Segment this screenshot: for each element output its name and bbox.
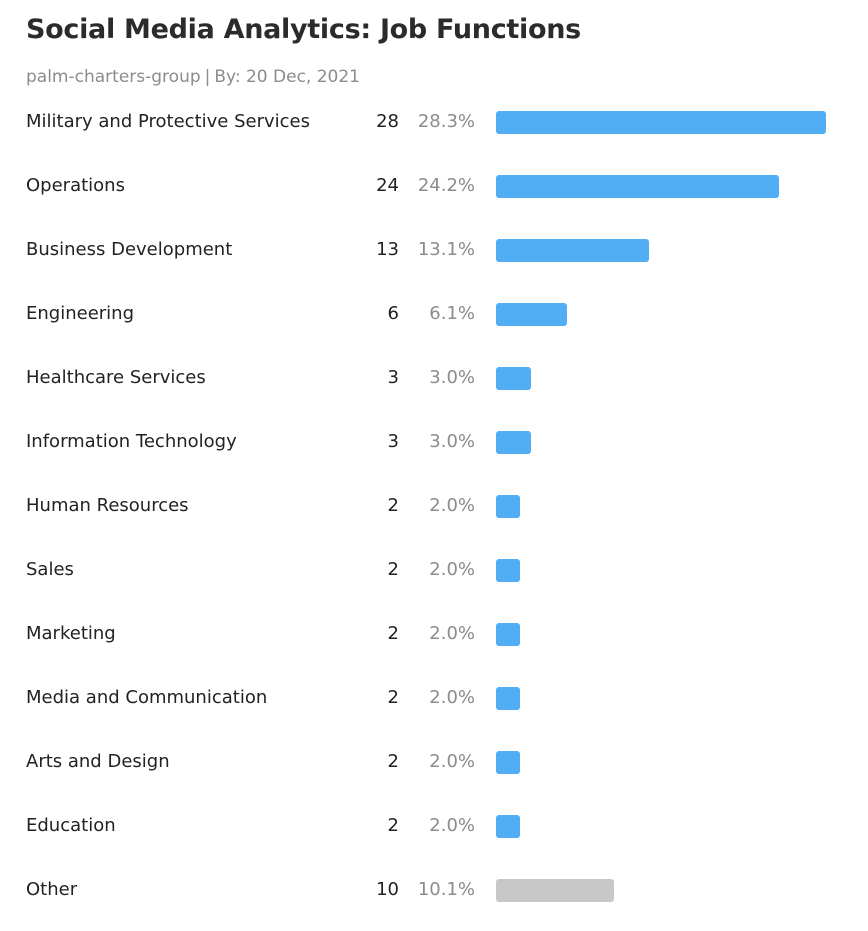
percent-label: 2.0% xyxy=(429,751,475,772)
category-label: Engineering xyxy=(26,303,134,324)
bar-row: Business Development 13 13.1% xyxy=(0,230,868,270)
bar xyxy=(496,111,826,134)
count-label: 6 xyxy=(387,303,399,324)
bar-row: Education 2 2.0% xyxy=(0,806,868,846)
bar xyxy=(496,623,520,646)
bar-row: Other 10 10.1% xyxy=(0,870,868,910)
bar xyxy=(496,751,520,774)
bar-row: Sales 2 2.0% xyxy=(0,550,868,590)
bar-row: Human Resources 2 2.0% xyxy=(0,486,868,526)
bar xyxy=(496,367,531,390)
category-label: Media and Communication xyxy=(26,687,268,708)
category-label: Information Technology xyxy=(26,431,237,452)
count-label: 2 xyxy=(387,559,399,580)
bar xyxy=(496,239,649,262)
count-label: 2 xyxy=(387,623,399,644)
bar xyxy=(496,303,567,326)
percent-label: 3.0% xyxy=(429,367,475,388)
count-label: 10 xyxy=(376,879,399,900)
bar-row: Information Technology 3 3.0% xyxy=(0,422,868,462)
chart-subtitle: palm-charters-group | By: 20 Dec, 2021 xyxy=(26,67,360,87)
category-label: Marketing xyxy=(26,623,116,644)
percent-label: 2.0% xyxy=(429,623,475,644)
count-label: 24 xyxy=(376,175,399,196)
percent-label: 6.1% xyxy=(429,303,475,324)
category-label: Human Resources xyxy=(26,495,189,516)
category-label: Operations xyxy=(26,175,125,196)
bar-row: Operations 24 24.2% xyxy=(0,166,868,206)
percent-label: 3.0% xyxy=(429,431,475,452)
bar xyxy=(496,175,779,198)
bar xyxy=(496,495,520,518)
percent-label: 10.1% xyxy=(417,879,475,900)
percent-label: 2.0% xyxy=(429,687,475,708)
percent-label: 28.3% xyxy=(417,111,475,132)
bar-row: Military and Protective Services 28 28.3% xyxy=(0,102,868,142)
percent-label: 2.0% xyxy=(429,815,475,836)
bar xyxy=(496,431,531,454)
count-label: 28 xyxy=(376,111,399,132)
category-label: Military and Protective Services xyxy=(26,111,310,132)
bar xyxy=(496,879,614,902)
category-label: Sales xyxy=(26,559,74,580)
count-label: 2 xyxy=(387,815,399,836)
bar-row: Marketing 2 2.0% xyxy=(0,614,868,654)
count-label: 2 xyxy=(387,687,399,708)
bar-row: Media and Communication 2 2.0% xyxy=(0,678,868,718)
bar xyxy=(496,815,520,838)
percent-label: 13.1% xyxy=(417,239,475,260)
percent-label: 24.2% xyxy=(417,175,475,196)
bar-row: Engineering 6 6.1% xyxy=(0,294,868,334)
account-name: palm-charters-group xyxy=(26,67,201,87)
category-label: Arts and Design xyxy=(26,751,170,772)
category-label: Healthcare Services xyxy=(26,367,206,388)
count-label: 3 xyxy=(387,431,399,452)
bar-row: Healthcare Services 3 3.0% xyxy=(0,358,868,398)
count-label: 13 xyxy=(376,239,399,260)
percent-label: 2.0% xyxy=(429,495,475,516)
category-label: Other xyxy=(26,879,78,900)
category-label: Education xyxy=(26,815,116,836)
count-label: 3 xyxy=(387,367,399,388)
category-label: Business Development xyxy=(26,239,233,260)
count-label: 2 xyxy=(387,495,399,516)
bar-row: Arts and Design 2 2.0% xyxy=(0,742,868,782)
chart-title: Social Media Analytics: Job Functions xyxy=(26,14,581,45)
percent-label: 2.0% xyxy=(429,559,475,580)
bar xyxy=(496,687,520,710)
date-label: By: 20 Dec, 2021 xyxy=(214,67,360,87)
bar xyxy=(496,559,520,582)
count-label: 2 xyxy=(387,751,399,772)
subtitle-separator: | xyxy=(204,67,211,87)
